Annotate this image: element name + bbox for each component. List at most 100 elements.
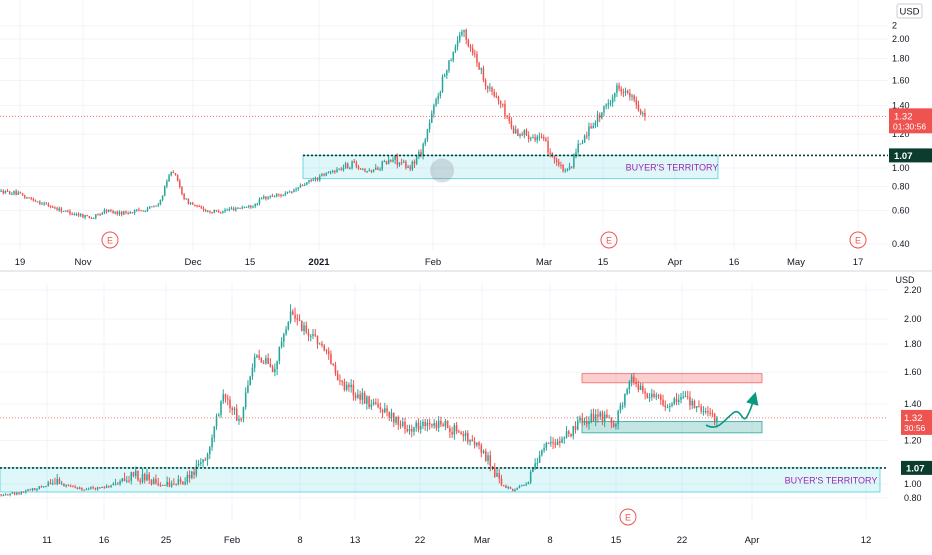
candle-body	[565, 431, 568, 438]
candle-body	[570, 166, 573, 168]
candle-body	[381, 409, 384, 413]
candle-body	[419, 425, 422, 430]
top-time-axis[interactable]: 19 Nov Dec 15 2021 Feb Mar 15 Apr 16 May 17	[15, 257, 864, 268]
candle-body	[448, 60, 450, 71]
earnings-marker[interactable]	[600, 231, 618, 249]
earnings-marker[interactable]	[619, 508, 637, 526]
candle-body	[119, 481, 121, 485]
candle-body	[601, 412, 604, 422]
time-tick-label: Mar	[474, 535, 490, 546]
candle-body	[573, 153, 575, 168]
candle-body	[426, 129, 429, 140]
candle-body	[183, 193, 185, 199]
current-price-badge[interactable]	[889, 108, 932, 134]
candle-body	[480, 445, 483, 453]
candle-body	[131, 212, 134, 214]
candle-body	[341, 380, 343, 382]
top-price-axis[interactable]: 2 2.00 1.80 1.60 1.40 1.20 1.00 0.80 0.60 0.40 1.3…	[889, 21, 932, 249]
candle-body	[235, 408, 238, 421]
time-tick-label: 11	[42, 535, 52, 546]
candle-body	[536, 136, 539, 141]
candle-body	[306, 182, 308, 185]
candle-body	[161, 484, 164, 486]
candle-body	[601, 112, 603, 119]
price-tick-label: 1.00	[904, 479, 922, 489]
bottom-grid	[0, 283, 888, 520]
candle-body	[240, 419, 242, 421]
candle-body	[260, 358, 263, 363]
candle-body	[474, 53, 476, 55]
current-price-badge[interactable]	[901, 409, 932, 435]
earnings-marker[interactable]	[849, 231, 867, 249]
resistance-zone[interactable]	[581, 373, 763, 384]
time-tick-label: Feb	[224, 535, 240, 546]
candle-body	[86, 215, 88, 217]
candle-body	[179, 180, 181, 188]
top-currency-badge[interactable]	[896, 3, 923, 19]
candle-body	[123, 211, 125, 215]
candle-body	[628, 381, 631, 390]
candle-body	[316, 178, 319, 180]
candle-body	[471, 48, 474, 54]
candle-body	[680, 397, 682, 400]
candle-body	[666, 407, 669, 409]
level-badge[interactable]	[889, 148, 932, 163]
candle-body	[577, 143, 579, 153]
candle-body	[491, 87, 493, 92]
candle-body	[237, 207, 239, 209]
candle-body	[484, 80, 487, 87]
candle-body	[310, 180, 312, 182]
candle-body	[664, 405, 667, 408]
level-badge[interactable]	[901, 460, 932, 475]
bottom-candles	[0, 304, 718, 497]
candle-body	[398, 162, 401, 165]
support-zone[interactable]	[581, 421, 763, 434]
candle-body	[242, 407, 245, 420]
candle-body	[631, 95, 633, 97]
candle-body	[283, 334, 285, 342]
candle-body	[626, 389, 628, 395]
candle-body	[33, 488, 36, 491]
candle-body	[294, 314, 296, 319]
top-plot-area[interactable]	[0, 0, 888, 250]
candle-body	[58, 479, 61, 485]
buyers-territory-zone[interactable]	[302, 154, 719, 180]
candle-body	[411, 161, 414, 170]
candle-body	[359, 394, 361, 400]
candle-body	[211, 212, 213, 214]
candle-body	[395, 416, 397, 423]
candle-body	[540, 136, 543, 138]
candle-body	[238, 419, 240, 421]
candle-body	[633, 95, 635, 100]
candle-body	[265, 357, 267, 364]
candle-body	[101, 213, 104, 215]
candle-body	[505, 485, 507, 488]
candle-body	[71, 213, 73, 215]
candle-body	[185, 198, 188, 200]
candle-body	[150, 479, 153, 485]
candle-body	[532, 468, 534, 472]
candle-body	[75, 213, 78, 215]
bottom-plot-area[interactable]	[0, 275, 888, 525]
bottom-price-axis[interactable]: 2.20 2.00 1.80 1.60 1.40 1.20 1.00 0.80 1.3230:5…	[901, 285, 932, 503]
candle-body	[406, 429, 409, 432]
candle-body	[200, 462, 202, 464]
candle-body	[282, 194, 284, 196]
candle-body	[186, 474, 189, 483]
bottom-time-axis[interactable]: 11 16 25 Feb 8 13 22 Mar 8 15 22 Apr 12	[42, 535, 871, 546]
candle-body	[534, 463, 536, 469]
candle-body	[62, 211, 65, 213]
candle-body	[698, 406, 700, 408]
projection-arrow[interactable]	[705, 391, 759, 428]
candle-body	[174, 173, 177, 176]
candle-body	[135, 209, 138, 211]
candle-body	[27, 489, 29, 491]
candle-body	[99, 214, 101, 216]
earnings-marker[interactable]	[101, 231, 119, 249]
candle-body	[507, 487, 509, 489]
candle-body	[312, 334, 314, 337]
candle-body	[469, 439, 471, 442]
candle-body	[94, 488, 97, 490]
candle-body	[182, 481, 184, 485]
candle-body	[424, 139, 427, 144]
